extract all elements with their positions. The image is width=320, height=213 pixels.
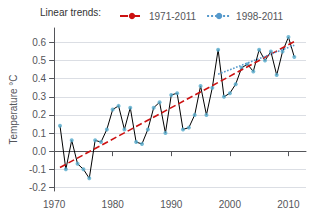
svg-text:1980: 1980 <box>102 199 125 210</box>
svg-text:0.4: 0.4 <box>32 73 46 84</box>
svg-text:Temperature °C: Temperature °C <box>8 74 19 144</box>
svg-text:2010: 2010 <box>277 199 300 210</box>
svg-text:0.5: 0.5 <box>32 55 46 66</box>
svg-text:1990: 1990 <box>160 199 183 210</box>
svg-text:1971-2011: 1971-2011 <box>149 11 197 22</box>
svg-text:-0.1: -0.1 <box>29 164 47 175</box>
svg-text:-0.2: -0.2 <box>29 182 47 193</box>
svg-text:0.3: 0.3 <box>32 91 46 102</box>
svg-text:0.2: 0.2 <box>32 109 46 120</box>
svg-text:0.1: 0.1 <box>32 128 46 139</box>
svg-text:0.0: 0.0 <box>32 146 46 157</box>
svg-text:0.6: 0.6 <box>32 37 46 48</box>
svg-text:1998-2011: 1998-2011 <box>236 11 284 22</box>
svg-text:1970: 1970 <box>43 199 66 210</box>
svg-text:Linear trends:: Linear trends: <box>40 7 101 18</box>
svg-text:2000: 2000 <box>219 199 242 210</box>
